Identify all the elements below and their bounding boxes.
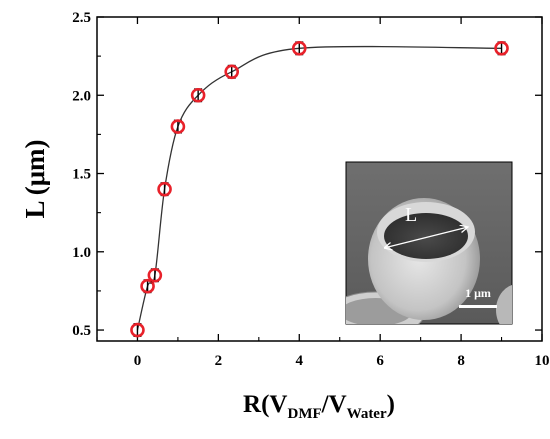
marker — [291, 41, 307, 56]
marker — [147, 267, 163, 283]
y-tick-label: 0.5 — [72, 323, 91, 339]
x-tick-label: 0 — [134, 353, 142, 369]
data-point — [190, 87, 206, 103]
y-tick-label: 1.5 — [72, 167, 91, 183]
axis-ticks — [96, 16, 543, 341]
data-point — [170, 119, 186, 134]
x-tick-label: 4 — [296, 353, 304, 369]
scale-bar-label: 1 μm — [465, 286, 491, 300]
data-point — [130, 322, 145, 338]
data-point — [224, 64, 240, 80]
marker — [130, 322, 145, 338]
data-points — [130, 41, 509, 338]
x-tick-label: 2 — [215, 353, 223, 369]
data-point — [291, 41, 307, 56]
data-point — [147, 267, 163, 283]
y-tick-label: 2.0 — [72, 88, 91, 104]
marker — [170, 119, 186, 134]
x-tick-label: 10 — [535, 353, 550, 369]
y-tick-label: 2.5 — [72, 10, 91, 26]
marker — [224, 64, 240, 80]
y-axis-title: L (μm) — [20, 139, 50, 218]
marker — [157, 181, 172, 197]
sem-inset-image: L 1 μm — [345, 161, 513, 325]
plot-frame — [96, 16, 543, 342]
x-axis-title: R(VDMF/VWater) — [243, 391, 395, 422]
tick-labels: 0 2 4 6 8 10 0.5 1.0 1.5 2.0 2.5 — [72, 10, 549, 369]
length-arrow — [384, 227, 468, 248]
y-tick-label: 1.0 — [72, 245, 91, 261]
x-tick-label: 6 — [376, 353, 384, 369]
scale-bar — [459, 305, 497, 308]
marker — [494, 41, 509, 56]
marker — [140, 278, 155, 294]
x-tick-label: 8 — [457, 353, 465, 369]
marker — [190, 87, 206, 103]
data-point — [494, 41, 509, 56]
data-point — [157, 181, 172, 197]
inset-length-label: L — [405, 204, 417, 226]
